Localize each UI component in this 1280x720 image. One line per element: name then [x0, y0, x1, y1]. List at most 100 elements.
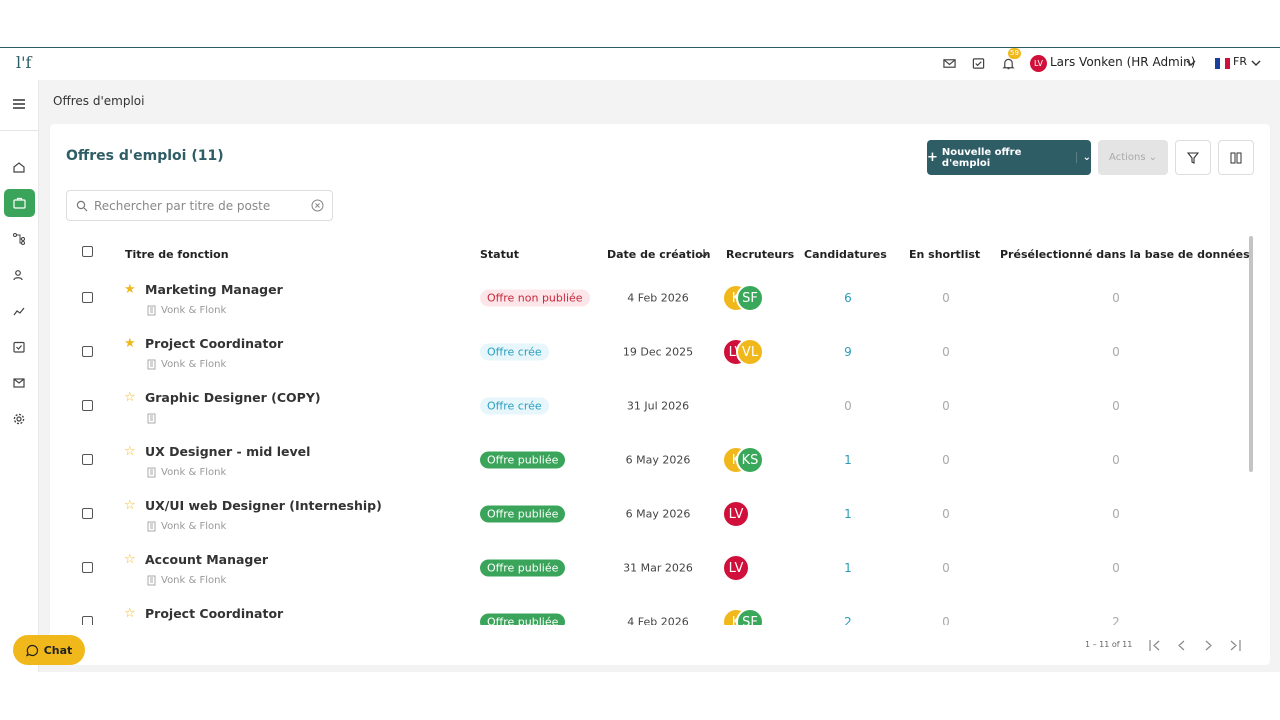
filter-button[interactable]: [1175, 140, 1211, 175]
menu-icon[interactable]: [13, 99, 25, 109]
table-row[interactable]: ★ Marketing Manager Vonk & Flonk Offre non …: [0, 272, 1245, 625]
star[interactable]: ★: [124, 282, 136, 297]
star[interactable]: ☆: [124, 444, 136, 459]
job-title[interactable]: UX Designer - mid level: [145, 444, 311, 459]
user-dropdown[interactable]: [1186, 59, 1196, 67]
table-row[interactable]: ★ Project Coordinator Vonk & Flonk Offre cr…: [0, 272, 1245, 625]
recruiter-avatar[interactable]: LV: [722, 554, 750, 582]
row-checkbox[interactable]: [82, 562, 93, 573]
language-dropdown[interactable]: [1251, 59, 1261, 67]
job-title[interactable]: Account Manager: [145, 552, 269, 567]
row-checkbox[interactable]: [82, 346, 93, 357]
stats-icon[interactable]: [13, 305, 25, 317]
shortlist-count: 0: [942, 291, 950, 305]
scrollbar[interactable]: [1249, 236, 1253, 472]
search-placeholder: Rechercher par titre de poste: [94, 199, 271, 213]
row-checkbox[interactable]: [82, 400, 93, 411]
shortlist-count: 0: [942, 345, 950, 359]
pagination-controls[interactable]: [1148, 639, 1248, 652]
column-header[interactable]: En shortlist: [909, 248, 981, 261]
status-badge: Offre publiée: [480, 505, 566, 523]
settings-icon[interactable]: [13, 413, 25, 425]
job-title[interactable]: UX/UI web Designer (Interneship): [145, 498, 382, 513]
row-checkbox[interactable]: [82, 454, 93, 465]
select-all-checkbox[interactable]: [82, 246, 93, 257]
recruiter-avatar[interactable]: SF: [736, 608, 764, 625]
column-header[interactable]: Recruteurs: [726, 248, 795, 261]
candidatures-count[interactable]: 1: [844, 453, 852, 467]
column-header[interactable]: Date de création: [607, 248, 711, 261]
star[interactable]: ☆: [124, 498, 136, 513]
flag: [1215, 58, 1230, 69]
user-name[interactable]: Lars Vonken (HR Admin): [1050, 55, 1196, 69]
breadcrumb: Offres d'emploi: [53, 94, 145, 108]
table-row[interactable]: ☆ UX/UI web Designer (Interneship) Vonk & …: [0, 272, 1245, 625]
new-job-button[interactable]: + Nouvelle offre d'emploi ⌄: [927, 140, 1091, 175]
tasks-icon[interactable]: [972, 57, 985, 70]
columns-button[interactable]: [1218, 140, 1254, 175]
shortlist-count: 0: [942, 453, 950, 467]
star[interactable]: ☆: [124, 606, 136, 621]
home-icon[interactable]: [13, 161, 25, 173]
star[interactable]: ★: [124, 336, 136, 351]
recruiter-avatar[interactable]: KS: [736, 446, 764, 474]
candidatures-count[interactable]: 1: [844, 561, 852, 575]
row-checkbox[interactable]: [82, 616, 93, 625]
jobs-nav-active[interactable]: [4, 189, 35, 217]
flow-icon[interactable]: [13, 233, 25, 245]
status-badge: Offre publiée: [480, 613, 566, 625]
logo[interactable]: l'f: [16, 53, 32, 72]
bell-icon[interactable]: [1002, 57, 1015, 71]
sidebar: [0, 80, 39, 672]
job-title[interactable]: Project Coordinator: [145, 336, 284, 351]
job-title[interactable]: Project Coordinator: [145, 606, 284, 621]
recruiter-avatar[interactable]: VL: [736, 338, 764, 366]
tasks-nav-icon[interactable]: [13, 341, 25, 353]
row-checkbox[interactable]: [82, 508, 93, 519]
column-header[interactable]: Statut: [480, 248, 519, 261]
candidatures-count[interactable]: 9: [844, 345, 852, 359]
mail-nav-icon[interactable]: [13, 377, 25, 389]
candidatures-count[interactable]: 2: [844, 615, 852, 625]
company: Vonk & Flonk: [147, 467, 226, 478]
column-header[interactable]: Candidatures: [804, 248, 887, 261]
row-checkbox[interactable]: [82, 292, 93, 303]
recruiter-avatar[interactable]: LV: [722, 500, 750, 528]
company: Vonk & Flonk: [147, 359, 226, 370]
page-title: Offres d'emploi (11): [66, 148, 224, 164]
actions-label: Actions: [1109, 152, 1146, 163]
status-badge: Offre publiée: [480, 451, 566, 469]
search-box[interactable]: Rechercher par titre de poste: [66, 190, 333, 221]
column-header[interactable]: Présélectionné dans la base de données: [1000, 248, 1250, 261]
chat-button[interactable]: Chat: [13, 635, 85, 665]
job-title[interactable]: Graphic Designer (COPY): [145, 390, 321, 405]
status-badge: Offre crée: [480, 397, 549, 415]
recruiter-avatar[interactable]: SF: [736, 284, 764, 312]
candidatures-count[interactable]: 0: [844, 399, 852, 413]
star[interactable]: ☆: [124, 390, 136, 405]
creation-date: 6 May 2026: [625, 453, 691, 467]
language[interactable]: FR: [1233, 55, 1247, 68]
actions-button[interactable]: Actions ⌄: [1098, 140, 1168, 175]
status-badge: Offre publiée: [480, 559, 566, 577]
table-row[interactable]: ☆ Project Coordinator Offre publiée 4 Feb 2…: [0, 272, 1245, 625]
table-row[interactable]: ☆ UX Designer - mid level Vonk & Flonk Offr…: [0, 272, 1245, 625]
star[interactable]: ☆: [124, 552, 136, 567]
table-row[interactable]: ☆ Account Manager Vonk & Flonk Offre publié…: [0, 272, 1245, 625]
user-avatar[interactable]: LV: [1030, 55, 1047, 72]
shortlist-count: 0: [942, 561, 950, 575]
chat-label: Chat: [43, 643, 73, 657]
sort-arrow[interactable]: [700, 249, 708, 259]
mail-icon[interactable]: [943, 57, 956, 70]
preselected-count: 0: [1112, 399, 1120, 413]
column-header[interactable]: Titre de fonction: [125, 248, 229, 261]
preselected-count: 0: [1112, 453, 1120, 467]
table-row[interactable]: ☆ Graphic Designer (COPY) Offre crée 31 Jul…: [0, 272, 1245, 625]
people-icon[interactable]: [13, 269, 25, 281]
job-title[interactable]: Marketing Manager: [145, 282, 283, 297]
preselected-count: 2: [1112, 615, 1120, 625]
preselected-count: 0: [1112, 507, 1120, 521]
creation-date: 6 May 2026: [625, 507, 691, 521]
candidatures-count[interactable]: 1: [844, 507, 852, 521]
candidatures-count[interactable]: 6: [844, 291, 852, 305]
